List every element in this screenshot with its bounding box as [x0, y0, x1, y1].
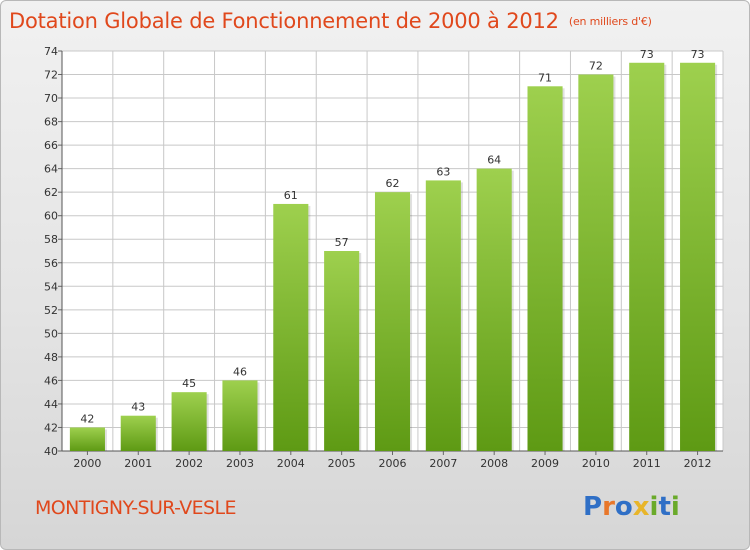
bar: [374, 192, 411, 452]
y-tick-label: 58: [44, 233, 58, 246]
y-tick-label: 40: [44, 445, 58, 458]
commune-name: MONTIGNY-SUR-VESLE: [35, 497, 237, 519]
bar: [222, 380, 258, 451]
proxiti-logo: Proxiti: [583, 492, 680, 522]
x-tick-label: 2002: [175, 457, 203, 470]
x-tick-label: 2004: [277, 457, 305, 470]
x-tick-label: 2001: [124, 457, 152, 470]
bar: [680, 62, 716, 451]
y-tick-label: 72: [44, 69, 58, 82]
logo-letter: x: [632, 492, 650, 522]
y-tick-label: 48: [44, 351, 58, 364]
logo-letter: i: [670, 492, 680, 522]
x-tick-label: 2010: [582, 457, 610, 470]
bar: [273, 203, 309, 451]
y-tick-label: 46: [44, 374, 58, 387]
data-label: 42: [80, 412, 94, 425]
x-tick-label: 2006: [379, 457, 407, 470]
chart-subtitle: (en milliers d'€): [568, 15, 652, 28]
x-tick-label: 2011: [633, 457, 661, 470]
data-label: 45: [182, 377, 196, 390]
y-tick-label: 50: [44, 327, 58, 340]
x-tick-label: 2005: [328, 457, 356, 470]
y-tick-label: 70: [44, 92, 58, 105]
logo-letter: o: [614, 492, 633, 522]
bar: [171, 392, 207, 451]
y-tick-label: 68: [44, 116, 58, 129]
bar: [120, 415, 156, 451]
y-tick-label: 44: [44, 398, 58, 411]
data-label: 63: [436, 165, 450, 178]
x-tick-label: 2007: [429, 457, 457, 470]
data-label: 46: [233, 365, 247, 378]
logo-letter: i: [649, 492, 659, 522]
y-tick-label: 74: [44, 45, 58, 58]
x-tick-label: 2000: [73, 457, 101, 470]
x-tick-label: 2008: [480, 457, 508, 470]
x-tick-label: 2009: [531, 457, 559, 470]
data-label: 61: [284, 189, 298, 202]
y-tick-label: 64: [44, 163, 58, 176]
data-label: 73: [691, 48, 705, 61]
y-tick-label: 52: [44, 304, 58, 317]
data-label: 72: [589, 60, 603, 73]
chart-title-text: Dotation Globale de Fonctionnement de 20…: [9, 9, 559, 33]
logo-letter: r: [602, 492, 615, 522]
data-label: 57: [335, 236, 349, 249]
bar: [425, 180, 461, 452]
data-label: 64: [487, 154, 501, 167]
bar: [69, 427, 105, 451]
data-label: 71: [538, 71, 552, 84]
x-tick-label: 2012: [684, 457, 712, 470]
y-tick-label: 62: [44, 186, 58, 199]
y-tick-label: 60: [44, 210, 58, 223]
y-tick-label: 66: [44, 139, 58, 152]
bar: [578, 74, 614, 451]
bar: [629, 62, 665, 451]
bar: [527, 86, 563, 451]
data-label: 73: [640, 48, 654, 61]
data-label: 62: [386, 177, 400, 190]
logo-letter: t: [658, 492, 671, 522]
bar: [324, 251, 360, 451]
y-tick-label: 42: [44, 421, 58, 434]
chart-title: Dotation Globale de Fonctionnement de 20…: [9, 9, 652, 33]
y-tick-label: 56: [44, 257, 58, 270]
x-tick-label: 2003: [226, 457, 254, 470]
logo-letter: P: [583, 492, 603, 522]
y-tick-label: 54: [44, 280, 58, 293]
bar: [476, 168, 512, 451]
data-label: 43: [131, 401, 145, 414]
